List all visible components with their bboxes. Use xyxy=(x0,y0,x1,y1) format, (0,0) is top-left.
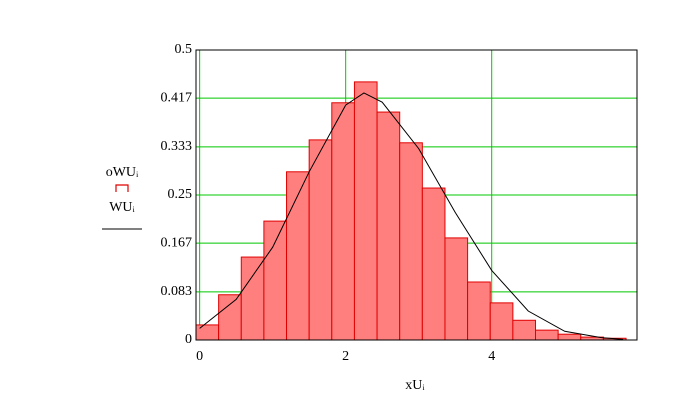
bar xyxy=(512,319,537,341)
bar xyxy=(195,324,220,341)
x-axis-label: xUᵢ xyxy=(405,378,425,393)
bar xyxy=(444,237,469,341)
plot-frame xyxy=(195,49,638,341)
bar xyxy=(240,256,265,341)
bar xyxy=(535,329,559,341)
y-tick-label: 0.5 xyxy=(175,42,193,57)
bar xyxy=(218,294,242,341)
bar xyxy=(489,302,514,341)
legend-symbol xyxy=(115,184,129,192)
y-tick-label: 0.083 xyxy=(161,284,193,299)
bar xyxy=(286,171,310,341)
y-tick-label: 0.333 xyxy=(161,139,193,154)
bar xyxy=(308,139,333,341)
bar xyxy=(263,220,288,341)
y-tick-label: 0.25 xyxy=(168,187,193,202)
bar xyxy=(399,142,423,341)
x-tick-label: 2 xyxy=(342,349,349,364)
bar xyxy=(467,281,491,341)
line xyxy=(199,92,624,340)
x-tick-label: 4 xyxy=(488,349,495,364)
bar xyxy=(557,333,582,341)
bar xyxy=(331,102,355,341)
legend-label: oWUᵢ xyxy=(106,165,139,180)
y-tick-label: 0.417 xyxy=(161,90,193,105)
x-tick-label: 0 xyxy=(196,349,203,364)
y-tick-label: 0 xyxy=(185,332,192,347)
bar xyxy=(376,111,401,341)
bar xyxy=(421,187,446,341)
y-tick-label: 0.167 xyxy=(161,235,193,250)
bar xyxy=(353,81,378,341)
legend-label: WUᵢ xyxy=(109,200,135,215)
